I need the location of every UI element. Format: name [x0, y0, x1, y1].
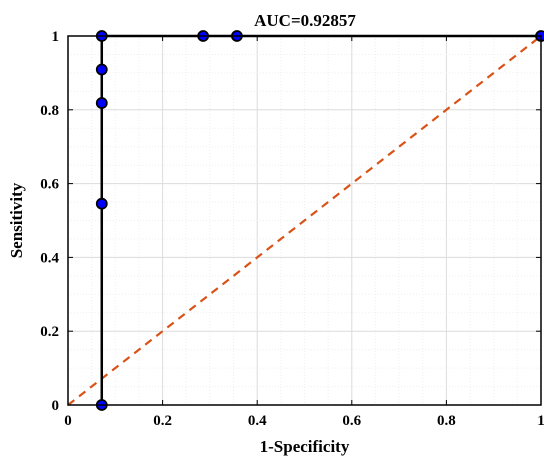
y-tick-label: 0 [52, 398, 60, 414]
x-tick-label: 0.4 [248, 413, 267, 429]
y-ticks: 0 0.2 0.4 0.6 0.8 1 [40, 29, 541, 414]
diagonal-reference-line [67, 35, 542, 406]
y-tick-label: 0.6 [40, 177, 59, 193]
roc-point [95, 197, 108, 210]
x-tick-label: 0 [64, 413, 72, 429]
roc-point [95, 63, 108, 76]
y-tick-label: 0.2 [40, 324, 59, 340]
x-ticks: 0 0.2 0.4 0.6 0.8 1 [64, 36, 544, 429]
x-tick-label: 0.8 [437, 413, 456, 429]
x-tick-label: 0.6 [342, 413, 361, 429]
x-tick-label: 0.2 [153, 413, 172, 429]
y-tick-label: 0.8 [40, 103, 59, 119]
roc-point [95, 97, 108, 109]
y-tick-label: 0.4 [40, 250, 59, 266]
x-axis-label: 1-Specificity [260, 437, 350, 456]
axes-box [67, 35, 542, 406]
y-tick-label: 1 [52, 29, 60, 45]
chart-title: AUC=0.92857 [254, 11, 356, 30]
x-tick-label: 1 [537, 413, 544, 429]
diagonal-line [67, 35, 542, 406]
grid [67, 35, 542, 406]
y-axis-label: Sensitivity [7, 182, 26, 258]
